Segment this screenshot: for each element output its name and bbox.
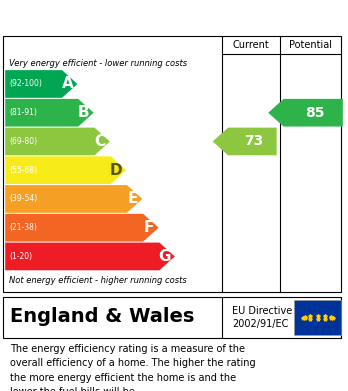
- Text: (69-80): (69-80): [9, 137, 38, 146]
- Polygon shape: [5, 185, 142, 213]
- Text: Not energy efficient - higher running costs: Not energy efficient - higher running co…: [9, 276, 187, 285]
- Polygon shape: [213, 127, 277, 155]
- Polygon shape: [5, 99, 94, 127]
- Text: Very energy efficient - lower running costs: Very energy efficient - lower running co…: [9, 59, 187, 68]
- Text: E: E: [127, 192, 137, 206]
- Text: (39-54): (39-54): [9, 194, 38, 203]
- Text: D: D: [110, 163, 122, 178]
- Text: Potential: Potential: [289, 40, 332, 50]
- Polygon shape: [268, 99, 343, 127]
- Polygon shape: [5, 70, 77, 98]
- Polygon shape: [5, 156, 126, 184]
- Text: G: G: [159, 249, 171, 264]
- Text: Energy Efficiency Rating: Energy Efficiency Rating: [9, 9, 219, 23]
- Text: C: C: [94, 134, 105, 149]
- Text: (81-91): (81-91): [9, 108, 37, 117]
- Text: 85: 85: [305, 106, 324, 120]
- Text: F: F: [143, 220, 154, 235]
- Text: Current: Current: [233, 40, 269, 50]
- Polygon shape: [5, 214, 159, 242]
- Text: B: B: [78, 105, 89, 120]
- Bar: [294, 300, 341, 335]
- Text: 73: 73: [244, 135, 263, 149]
- Text: (1-20): (1-20): [9, 252, 32, 261]
- Text: (55-68): (55-68): [9, 166, 38, 175]
- Text: 2002/91/EC: 2002/91/EC: [232, 319, 289, 329]
- Text: (21-38): (21-38): [9, 223, 37, 232]
- Polygon shape: [5, 127, 110, 155]
- Text: A: A: [62, 77, 73, 91]
- Text: The energy efficiency rating is a measure of the
overall efficiency of a home. T: The energy efficiency rating is a measur…: [10, 344, 256, 391]
- Text: (92-100): (92-100): [9, 79, 42, 88]
- Text: EU Directive: EU Directive: [232, 306, 293, 316]
- Text: England & Wales: England & Wales: [10, 307, 195, 326]
- Polygon shape: [5, 242, 175, 270]
